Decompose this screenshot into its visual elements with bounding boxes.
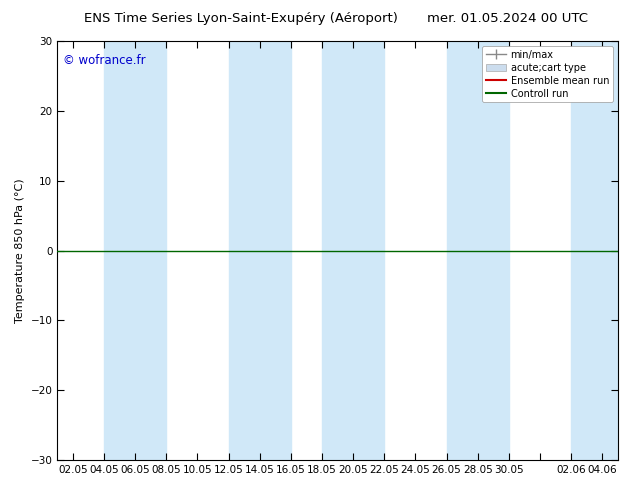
Bar	[571, 41, 633, 460]
Y-axis label: Temperature 850 hPa (°C): Temperature 850 hPa (°C)	[15, 178, 25, 323]
Bar	[322, 41, 384, 460]
Legend: min/max, acute;cart type, Ensemble mean run, Controll run: min/max, acute;cart type, Ensemble mean …	[482, 46, 613, 102]
Bar	[104, 41, 166, 460]
Text: mer. 01.05.2024 00 UTC: mer. 01.05.2024 00 UTC	[427, 12, 588, 25]
Text: © wofrance.fr: © wofrance.fr	[63, 53, 146, 67]
Bar	[446, 41, 509, 460]
Bar	[229, 41, 291, 460]
Text: ENS Time Series Lyon-Saint-Exupéry (Aéroport): ENS Time Series Lyon-Saint-Exupéry (Aéro…	[84, 12, 398, 25]
